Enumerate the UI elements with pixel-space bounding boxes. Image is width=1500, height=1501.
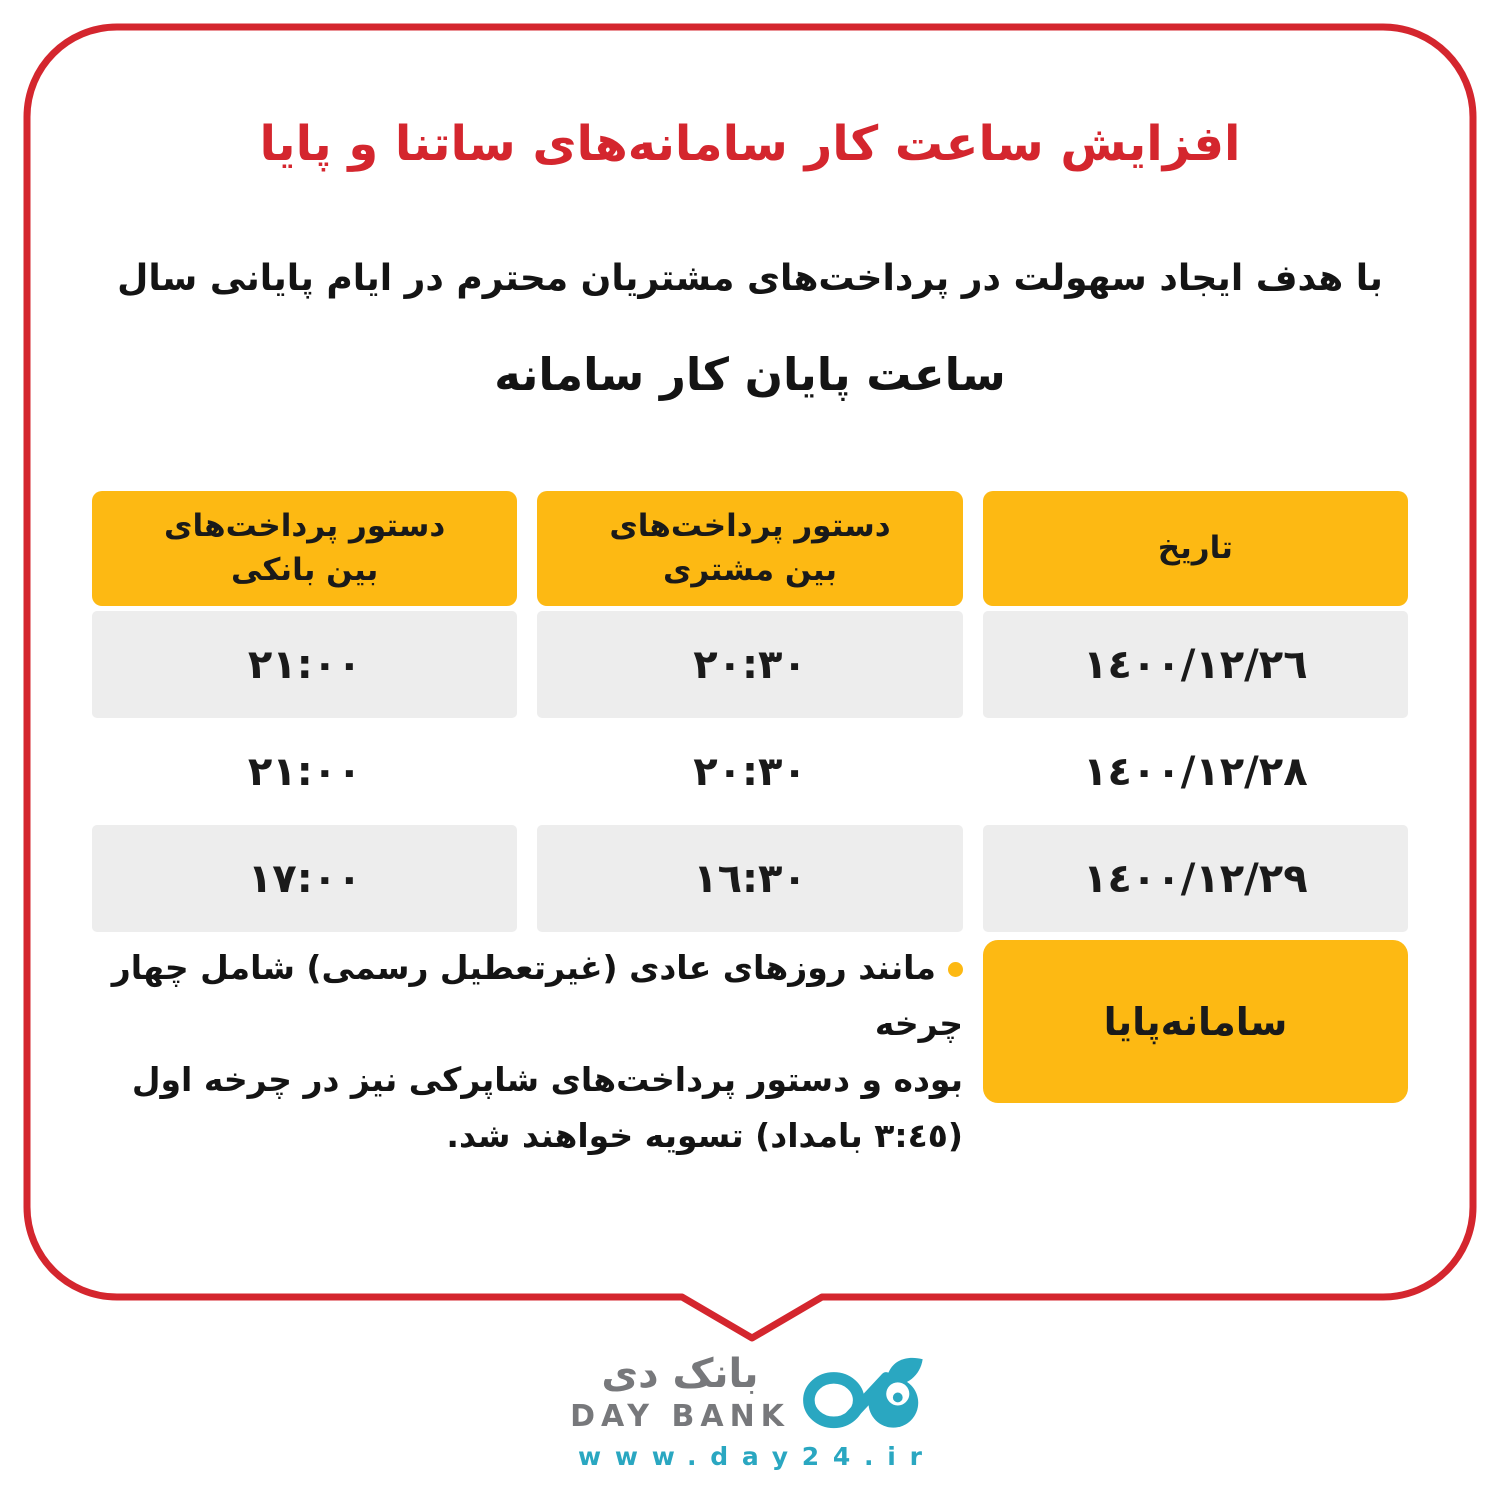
bank-name-fa: بانک دی <box>601 1351 759 1397</box>
header-date: تاریخ <box>982 491 1408 606</box>
section-heading: ساعت پایان کار سامانه <box>494 348 1006 401</box>
cell-date: ١٤٠٠/١٢/٢٩ <box>982 825 1408 932</box>
cell-customer-time: ٢٠:٣٠ <box>693 748 807 795</box>
table-row: ١٤٠٠/١٢/٢٩ ١٦:٣٠ ١٧:٠٠ <box>92 825 1408 932</box>
cell-customer-time: ٢٠:٣٠ <box>537 611 963 718</box>
paya-section: سامانه‌پایا مانند روزهای عادی (غیرتعطیل … <box>92 940 1408 1164</box>
header-customer-payments: دستور پرداخت‌های بین مشتری <box>537 491 963 606</box>
website-url: www.day24.ir <box>578 1442 936 1471</box>
cell-date: ١٤٠٠/١٢/٢٨ <box>1083 748 1308 795</box>
cell-interbank-time: ٢١:٠٠ <box>92 611 518 718</box>
table-row: ١٤٠٠/١٢/٢٨ ٢٠:٣٠ ٢١:٠٠ <box>92 718 1408 825</box>
table-body: ١٤٠٠/١٢/٢٦ ٢٠:٣٠ ٢١:٠٠ ١٤٠٠/١٢/٢٨ ٢٠:٣٠ … <box>92 611 1408 932</box>
cell-interbank-time: ٢١:٠٠ <box>247 748 362 795</box>
bank-name-en: DAY BANK <box>570 1399 790 1434</box>
day-bank-logo: بانک دی DAY BANK <box>570 1352 930 1434</box>
cell-interbank-time: ١٧:٠٠ <box>92 825 518 932</box>
paya-note-line: مانند روزهای عادی (غیرتعطیل رسمی) شامل چ… <box>92 940 963 1052</box>
paya-note-line: بوده و دستور پرداخت‌های شاپرکی نیز در چر… <box>131 1060 963 1099</box>
header-customer-line2: بین مشتری <box>662 551 838 588</box>
header-customer-line1: دستور پرداخت‌های <box>609 508 891 545</box>
paya-note-line: (٣:٤٥ بامداد) تسویه خواهند شد. <box>446 1116 963 1155</box>
paya-note-text: مانند روزهای عادی (غیرتعطیل رسمی) شامل چ… <box>111 948 963 1043</box>
header-interbank-payments: دستور پرداخت‌های بین بانکی <box>92 491 518 606</box>
table-header-row: تاریخ دستور پرداخت‌های بین مشتری دستور پ… <box>92 491 1408 606</box>
footer: بانک دی DAY BANK www.day24.ir <box>0 1352 1500 1471</box>
table-row: ١٤٠٠/١٢/٢٦ ٢٠:٣٠ ٢١:٠٠ <box>92 611 1408 718</box>
cell-date: ١٤٠٠/١٢/٢٦ <box>982 611 1408 718</box>
subtitle: با هدف ایجاد سهولت در پرداخت‌های مشتریان… <box>117 258 1383 299</box>
bullet-icon <box>948 962 963 977</box>
header-interbank-line1: دستور پرداخت‌های <box>164 508 446 545</box>
day-bank-infinity-icon <box>803 1357 923 1429</box>
paya-note: مانند روزهای عادی (غیرتعطیل رسمی) شامل چ… <box>92 940 963 1164</box>
cell-customer-time: ١٦:٣٠ <box>537 825 963 932</box>
header-date-label: تاریخ <box>1157 529 1233 566</box>
paya-system-cell: سامانه‌پایا <box>983 940 1408 1103</box>
schedule-table: تاریخ دستور پرداخت‌های بین مشتری دستور پ… <box>92 491 1408 932</box>
logo-wordmark: بانک دی DAY BANK <box>570 1352 790 1434</box>
page-title: افزایش ساعت کار سامانه‌های ساتنا و پایا <box>259 116 1241 172</box>
header-interbank-line2: بین بانکی <box>231 551 379 588</box>
